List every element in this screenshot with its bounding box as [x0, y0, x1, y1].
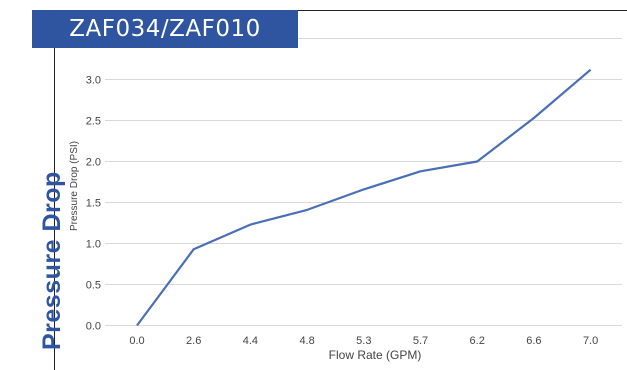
x-tick-label: 4.4	[243, 335, 258, 347]
x-tick-labels: 0.0 2.6 4.4 4.8 5.3 5.7 6.2 6.6 7.0	[129, 335, 598, 347]
frame-left-rule	[54, 10, 55, 370]
y-tick-label: 2.5	[86, 116, 101, 128]
x-axis-title: Flow Rate (GPM)	[329, 348, 422, 362]
y-tick-label: 3.0	[86, 75, 101, 87]
x-tick-label: 5.7	[413, 335, 428, 347]
x-tick-label: 2.6	[186, 335, 201, 347]
x-tick-label: 4.8	[299, 335, 314, 347]
x-tick-label: 5.3	[356, 335, 371, 347]
y-axis-title: Pressure Drop (PSI)	[69, 141, 80, 231]
frame-top-rule	[54, 10, 627, 11]
y-tick-label: 1.5	[86, 198, 101, 210]
y-tick-label: 2.0	[86, 157, 101, 169]
x-tick-label: 7.0	[583, 335, 598, 347]
series-line	[136, 68, 592, 327]
x-tick-label: 6.2	[470, 335, 485, 347]
grid-layer	[105, 38, 622, 326]
y-tick-label: 0.0	[86, 321, 101, 333]
y-tick-label: 0.5	[86, 280, 101, 292]
x-tick-label: 0.0	[129, 335, 144, 347]
y-tick-labels: 0.0 0.5 1.0 1.5 2.0 2.5 3.0	[86, 75, 101, 333]
y-tick-label: 1.0	[86, 239, 101, 251]
x-tick-label: 6.6	[526, 335, 541, 347]
model-badge: ZAF034/ZAF010	[32, 10, 298, 48]
